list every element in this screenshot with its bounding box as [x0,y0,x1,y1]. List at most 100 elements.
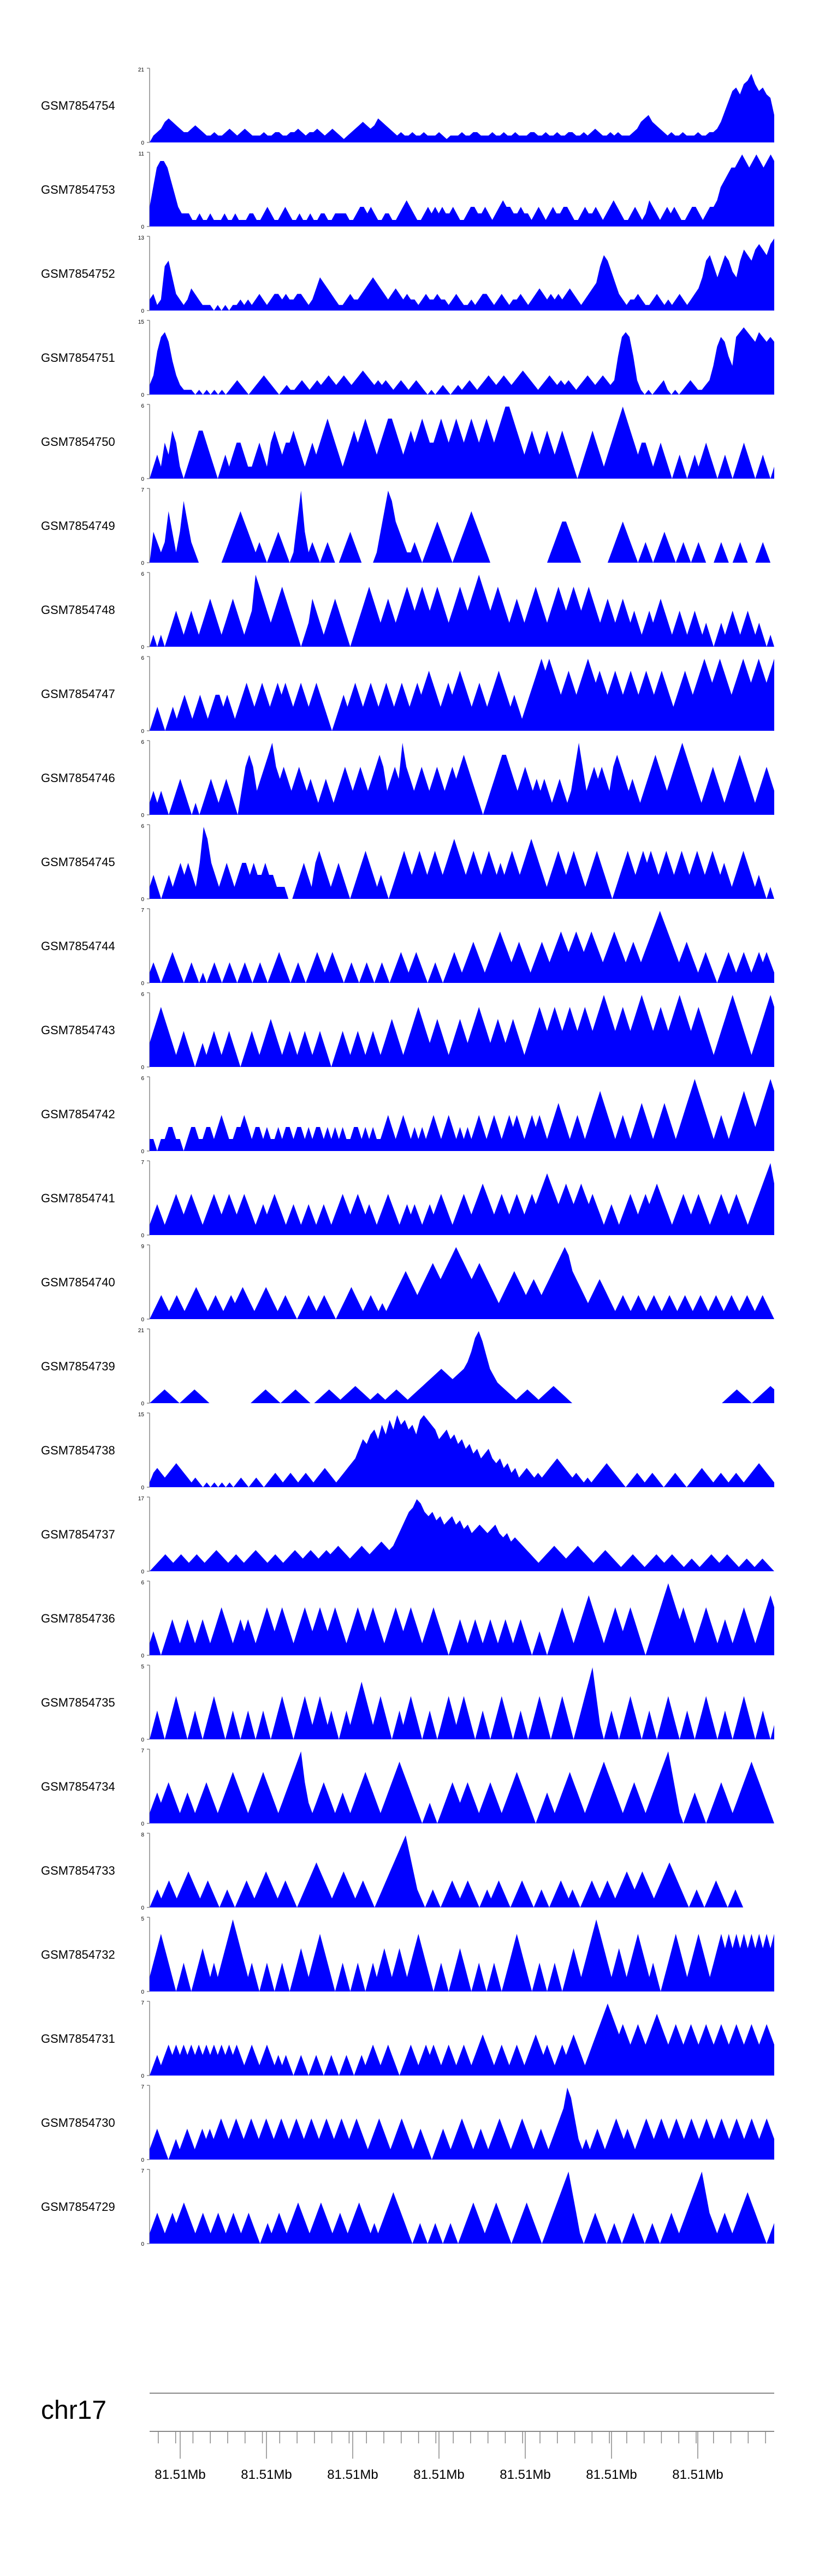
track-GSM7854735: 5 0 GSM7854735 [41,1664,774,1743]
track-GSM7854751: 15 0 GSM7854751 [41,319,774,398]
track-ymax-label: 6 [141,824,144,830]
track-GSM7854739: 21 0 GSM7854739 [41,1328,774,1407]
track-ymax-label: 7 [141,1160,144,1166]
track-GSM7854737: 17 0 GSM7854737 [41,1496,774,1575]
track-signal-area [150,2172,774,2244]
track-sample-label: GSM7854732 [41,1948,115,1961]
track-GSM7854736: 6 0 GSM7854736 [41,1580,774,1659]
track-ymin-label: 0 [141,1401,144,1407]
track-sample-label: GSM7854738 [41,1444,115,1457]
track-ymax-label: 8 [141,1832,144,1838]
track-sample-label: GSM7854743 [41,1023,115,1037]
track-ymin-label: 0 [141,2157,144,2163]
track-sample-label: GSM7854742 [41,1107,115,1121]
track-sample-label: GSM7854745 [41,855,115,869]
track-sample-label: GSM7854751 [41,351,115,365]
track-signal-area [150,1499,774,1571]
track-sample-label: GSM7854754 [41,99,115,112]
track-ymin-label: 0 [141,476,144,482]
track-sample-label: GSM7854733 [41,1864,115,1877]
genome-axis: chr17 81.51Mb 81.51Mb 81.51Mb 81.51Mb 81.51M… [41,2393,774,2482]
track-ymax-label: 5 [141,1664,144,1670]
track-ymin-label: 0 [141,560,144,567]
track-signal-area [150,659,774,731]
track-signal-area [150,1751,774,1823]
track-signal-area [150,491,774,563]
ruler-tick-label: 81.51Mb [327,2467,378,2482]
track-ymax-label: 6 [141,1580,144,1586]
track-ymax-label: 7 [141,908,144,914]
track-signal-area [150,238,774,311]
track-sample-label: GSM7854731 [41,2032,115,2046]
track-signal-area [150,1667,774,1739]
track-ymin-label: 0 [141,1317,144,1323]
ruler-tick-label: 81.51Mb [241,2467,292,2482]
track-ymin-label: 0 [141,1737,144,1743]
track-ymin-label: 0 [141,1905,144,1911]
track-sample-label: GSM7854747 [41,687,115,701]
track-GSM7854733: 8 0 GSM7854733 [41,1832,774,1911]
track-GSM7854753: 11 0 GSM7854753 [41,151,774,230]
track-sample-label: GSM7854744 [41,939,115,953]
track-signal-area [150,74,774,142]
track-ymin-label: 0 [141,1569,144,1575]
track-sample-label: GSM7854750 [41,435,115,449]
track-sample-label: GSM7854749 [41,519,115,533]
track-ymax-label: 6 [141,740,144,746]
track-signal-area [150,2088,774,2160]
track-GSM7854741: 7 0 GSM7854741 [41,1160,774,1239]
track-ymax-label: 6 [141,1076,144,1082]
track-GSM7854754: 21 0 GSM7854754 [41,67,774,146]
track-sample-label: GSM7854729 [41,2200,115,2214]
track-GSM7854731: 7 0 GSM7854731 [41,2000,774,2079]
track-ymin-label: 0 [141,813,144,819]
track-sample-label: GSM7854741 [41,1191,115,1205]
track-ymin-label: 0 [141,729,144,735]
track-ymin-label: 0 [141,2241,144,2247]
track-signal-area [150,407,774,479]
track-ymin-label: 0 [141,1821,144,1827]
track-ymax-label: 17 [138,1496,145,1502]
track-sample-label: GSM7854734 [41,1780,115,1793]
track-ymax-label: 7 [141,487,144,493]
track-ymin-label: 0 [141,392,144,398]
track-ymax-label: 6 [141,571,144,577]
track-GSM7854749: 7 0 GSM7854749 [41,487,774,567]
ruler-tick-label: 81.51Mb [672,2467,723,2482]
track-ymin-label: 0 [141,1653,144,1659]
track-signal-area [150,1079,774,1151]
track-ymax-label: 21 [138,1328,145,1334]
track-ymin-label: 0 [141,1065,144,1071]
track-ymax-label: 7 [141,2000,144,2006]
track-ymin-label: 0 [141,645,144,651]
track-GSM7854732: 5 0 GSM7854732 [41,1916,774,1995]
track-ymin-label: 0 [141,897,144,903]
track-GSM7854740: 9 0 GSM7854740 [41,1244,774,1323]
track-ymax-label: 15 [138,1412,145,1418]
track-GSM7854738: 15 0 GSM7854738 [41,1412,774,1491]
track-ymin-label: 0 [141,1989,144,1995]
track-sample-label: GSM7854730 [41,2116,115,2130]
track-ymin-label: 0 [141,1485,144,1491]
ruler-tick-label: 81.51Mb [413,2467,464,2482]
track-signal-area [150,1835,774,1907]
track-signal-area [150,1919,774,1991]
track-ymax-label: 13 [138,235,145,241]
track-GSM7854747: 6 0 GSM7854747 [41,655,774,735]
track-GSM7854748: 6 0 GSM7854748 [41,571,774,651]
track-GSM7854742: 6 0 GSM7854742 [41,1076,774,1155]
track-GSM7854752: 13 0 GSM7854752 [41,235,774,314]
track-sample-label: GSM7854752 [41,267,115,281]
ruler-tick-label: 81.51Mb [500,2467,550,2482]
track-signal-area [150,2003,774,2076]
track-signal-area [150,1331,774,1403]
track-signal-area [150,911,774,983]
track-ymin-label: 0 [141,981,144,987]
track-GSM7854730: 7 0 GSM7854730 [41,2084,774,2163]
track-sample-label: GSM7854735 [41,1696,115,1709]
track-signal-area [150,1247,774,1319]
track-ymax-label: 6 [141,655,144,661]
track-ymin-label: 0 [141,2073,144,2079]
track-signal-area [150,1415,774,1487]
